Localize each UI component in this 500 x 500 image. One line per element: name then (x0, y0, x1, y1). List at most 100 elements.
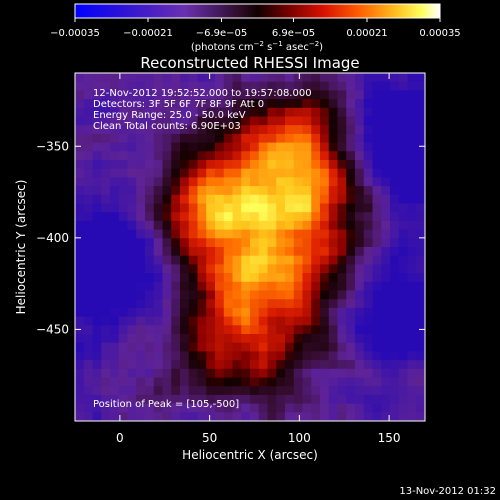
heatmap-cell (241, 107, 251, 118)
heatmap-cell (215, 194, 225, 205)
heatmap-cell (232, 334, 242, 344)
heatmap-cell (215, 273, 225, 283)
heatmap-cell (416, 186, 425, 196)
heatmap-cell (381, 99, 391, 109)
heatmap-cell (188, 334, 199, 344)
heatmap-cell (110, 99, 120, 109)
heatmap-cell (171, 307, 181, 318)
heatmap-cell (355, 316, 365, 326)
heatmap-cell (75, 325, 85, 335)
heatmap-cell (267, 142, 277, 152)
heatmap-cell (127, 107, 137, 118)
heatmap-cell (416, 325, 425, 335)
heatmap-cell (311, 90, 321, 100)
cbar-units-sup3: −2 (309, 40, 319, 48)
heatmap-cell (398, 99, 409, 109)
heatmap-cell (197, 151, 207, 161)
heatmap-cell (267, 360, 277, 370)
heatmap-cell (215, 99, 225, 109)
heatmap-cell (75, 116, 85, 126)
heatmap-cell (285, 116, 295, 126)
heatmap-cell (293, 220, 304, 231)
heatmap-cell (101, 299, 111, 309)
heatmap-cell (346, 247, 356, 257)
heatmap-cell (407, 368, 417, 379)
heatmap-cell (75, 299, 85, 309)
heatmap-cell (337, 99, 347, 109)
heatmap-cell (232, 403, 242, 413)
heatmap-cell (145, 290, 155, 300)
heatmap-cell (188, 220, 199, 231)
heatmap-cell (416, 107, 425, 118)
heatmap-cell (145, 160, 155, 170)
heatmap-cell (118, 247, 129, 257)
heatmap-cell (267, 394, 277, 405)
heatmap-cell (75, 247, 85, 257)
heatmap-cell (118, 151, 129, 161)
heatmap-cell (232, 81, 242, 91)
cbar-units-mid2: asec (283, 42, 309, 53)
heatmap-cell (311, 203, 321, 213)
heatmap-cell (153, 247, 164, 257)
heatmap-cell (267, 290, 277, 300)
heatmap-cell (250, 307, 260, 318)
heatmap-cell (311, 360, 321, 370)
heatmap-cell (372, 116, 382, 126)
heatmap-cell (407, 194, 417, 205)
heatmap-cell (276, 238, 286, 248)
heatmap-cell (180, 168, 190, 178)
heatmap-cell (197, 368, 207, 379)
heatmap-cell (250, 229, 260, 239)
heatmap-cell (162, 403, 172, 413)
heatmap-cell (206, 264, 216, 274)
heatmap-cell (407, 386, 417, 396)
heatmap-cell (127, 264, 137, 274)
heatmap-cell (118, 394, 129, 405)
heatmap-cell (363, 342, 374, 352)
heatmap-cell (153, 160, 164, 170)
heatmap-cell (346, 273, 356, 283)
heatmap-cell (83, 229, 94, 239)
heatmap-cell (232, 412, 242, 421)
heatmap-cell (162, 142, 172, 152)
heatmap-cell (285, 168, 295, 178)
heatmap-cell (311, 212, 321, 222)
heatmap-cell (145, 281, 155, 292)
heatmap-cell (241, 307, 251, 318)
heatmap-cell (241, 212, 251, 222)
heatmap-cell (127, 360, 137, 370)
heatmap-cell (276, 281, 286, 292)
heatmap-cell (285, 133, 295, 144)
heatmap-cell (328, 212, 339, 222)
heatmap-cell (390, 307, 400, 318)
heatmap-cell (328, 412, 339, 421)
heatmap-cell (197, 325, 207, 335)
heatmap-cell (258, 264, 269, 274)
heatmap-cell (390, 247, 400, 257)
heatmap-cell (188, 394, 199, 405)
heatmap-cell (363, 403, 374, 413)
heatmap-cell (180, 299, 190, 309)
heatmap-cell (267, 125, 277, 135)
heatmap-cell (241, 90, 251, 100)
heatmap-cell (241, 203, 251, 213)
heatmap-cell (285, 151, 295, 161)
heatmap-cell (320, 81, 330, 91)
heatmap-cell (250, 299, 260, 309)
heatmap-cell (337, 247, 347, 257)
heatmap-cell (258, 377, 269, 387)
heatmap-cell (372, 99, 382, 109)
heatmap-cell (145, 255, 155, 265)
heatmap-cell (241, 351, 251, 361)
heatmap-cell (328, 186, 339, 196)
heatmap-cell (92, 386, 102, 396)
heatmap-cell (407, 81, 417, 91)
heatmap-cell (311, 273, 321, 283)
heatmap-cell (250, 334, 260, 344)
heatmap-cell (398, 316, 409, 326)
heatmap-cell (372, 73, 382, 83)
heatmap-cell (188, 368, 199, 379)
heatmap-cell (92, 151, 102, 161)
heatmap-cell (232, 194, 242, 205)
heatmap-cell (390, 107, 400, 118)
